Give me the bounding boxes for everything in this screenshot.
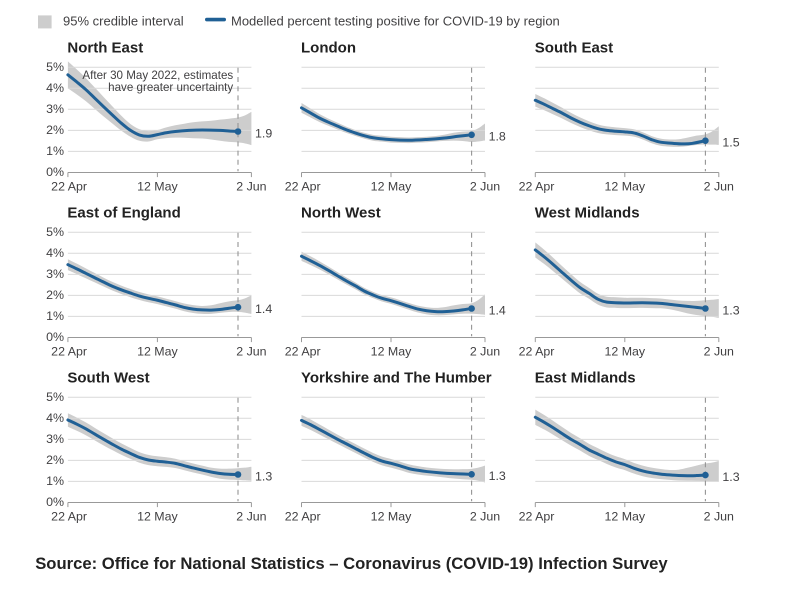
svg-text:After 30 May 2022, estimates: After 30 May 2022, estimates: [82, 69, 233, 82]
svg-text:2%: 2%: [46, 453, 64, 467]
svg-text:Modelled percent testing posit: Modelled percent testing positive for CO…: [231, 13, 560, 28]
svg-text:0%: 0%: [46, 495, 64, 509]
svg-text:West Midlands: West Midlands: [535, 204, 640, 221]
svg-text:1.8: 1.8: [489, 130, 506, 144]
svg-text:1.4: 1.4: [489, 303, 506, 317]
svg-text:South West: South West: [67, 369, 149, 386]
svg-text:1.5: 1.5: [722, 136, 739, 150]
svg-text:12 May: 12 May: [137, 510, 178, 524]
svg-text:22 Apr: 22 Apr: [285, 510, 321, 524]
svg-text:4%: 4%: [46, 81, 64, 95]
svg-text:1%: 1%: [46, 144, 64, 158]
svg-text:2 Jun: 2 Jun: [470, 510, 500, 524]
svg-text:South East: South East: [535, 39, 613, 56]
svg-text:2 Jun: 2 Jun: [704, 180, 734, 194]
svg-text:1%: 1%: [46, 474, 64, 488]
svg-text:1.3: 1.3: [722, 303, 739, 317]
svg-text:3%: 3%: [46, 267, 64, 281]
svg-text:2 Jun: 2 Jun: [704, 510, 734, 524]
svg-text:2 Jun: 2 Jun: [236, 510, 266, 524]
svg-text:95% credible interval: 95% credible interval: [63, 13, 184, 28]
svg-text:2 Jun: 2 Jun: [236, 345, 266, 359]
svg-text:22 Apr: 22 Apr: [51, 510, 87, 524]
svg-text:4%: 4%: [46, 246, 64, 260]
svg-text:2 Jun: 2 Jun: [236, 180, 266, 194]
svg-text:5%: 5%: [46, 60, 64, 74]
svg-text:12 May: 12 May: [604, 510, 645, 524]
svg-text:5%: 5%: [46, 225, 64, 239]
svg-text:1.4: 1.4: [255, 302, 272, 316]
svg-text:London: London: [301, 39, 356, 56]
svg-text:1.3: 1.3: [722, 470, 739, 484]
svg-text:1.3: 1.3: [489, 469, 506, 483]
svg-text:1%: 1%: [46, 309, 64, 323]
svg-text:12 May: 12 May: [137, 180, 178, 194]
svg-text:12 May: 12 May: [371, 510, 412, 524]
svg-text:2 Jun: 2 Jun: [704, 345, 734, 359]
svg-text:4%: 4%: [46, 411, 64, 425]
svg-text:22 Apr: 22 Apr: [51, 180, 87, 194]
svg-text:22 Apr: 22 Apr: [285, 180, 321, 194]
svg-text:North West: North West: [301, 204, 381, 221]
svg-text:22 Apr: 22 Apr: [519, 180, 555, 194]
svg-text:1.3: 1.3: [255, 469, 272, 483]
svg-text:2%: 2%: [46, 288, 64, 302]
svg-text:22 Apr: 22 Apr: [51, 345, 87, 359]
svg-text:0%: 0%: [46, 330, 64, 344]
svg-text:have greater uncertainty: have greater uncertainty: [108, 81, 233, 94]
svg-text:12 May: 12 May: [137, 345, 178, 359]
svg-text:2%: 2%: [46, 123, 64, 137]
svg-text:22 Apr: 22 Apr: [285, 345, 321, 359]
svg-text:3%: 3%: [46, 102, 64, 116]
svg-text:Source: Office for National St: Source: Office for National Statistics –…: [35, 554, 668, 573]
svg-text:North East: North East: [67, 39, 143, 56]
svg-text:5%: 5%: [46, 390, 64, 404]
svg-text:East of England: East of England: [67, 204, 180, 221]
svg-text:0%: 0%: [46, 165, 64, 179]
svg-text:2 Jun: 2 Jun: [470, 180, 500, 194]
svg-text:1.9: 1.9: [255, 126, 272, 140]
svg-text:East Midlands: East Midlands: [535, 369, 636, 386]
svg-text:Yorkshire and The Humber: Yorkshire and The Humber: [301, 369, 492, 386]
svg-text:12 May: 12 May: [604, 345, 645, 359]
svg-text:2 Jun: 2 Jun: [470, 345, 500, 359]
svg-text:12 May: 12 May: [371, 180, 412, 194]
svg-text:22 Apr: 22 Apr: [519, 345, 555, 359]
svg-text:3%: 3%: [46, 432, 64, 446]
svg-text:12 May: 12 May: [371, 345, 412, 359]
svg-text:12 May: 12 May: [604, 180, 645, 194]
svg-text:22 Apr: 22 Apr: [519, 510, 555, 524]
